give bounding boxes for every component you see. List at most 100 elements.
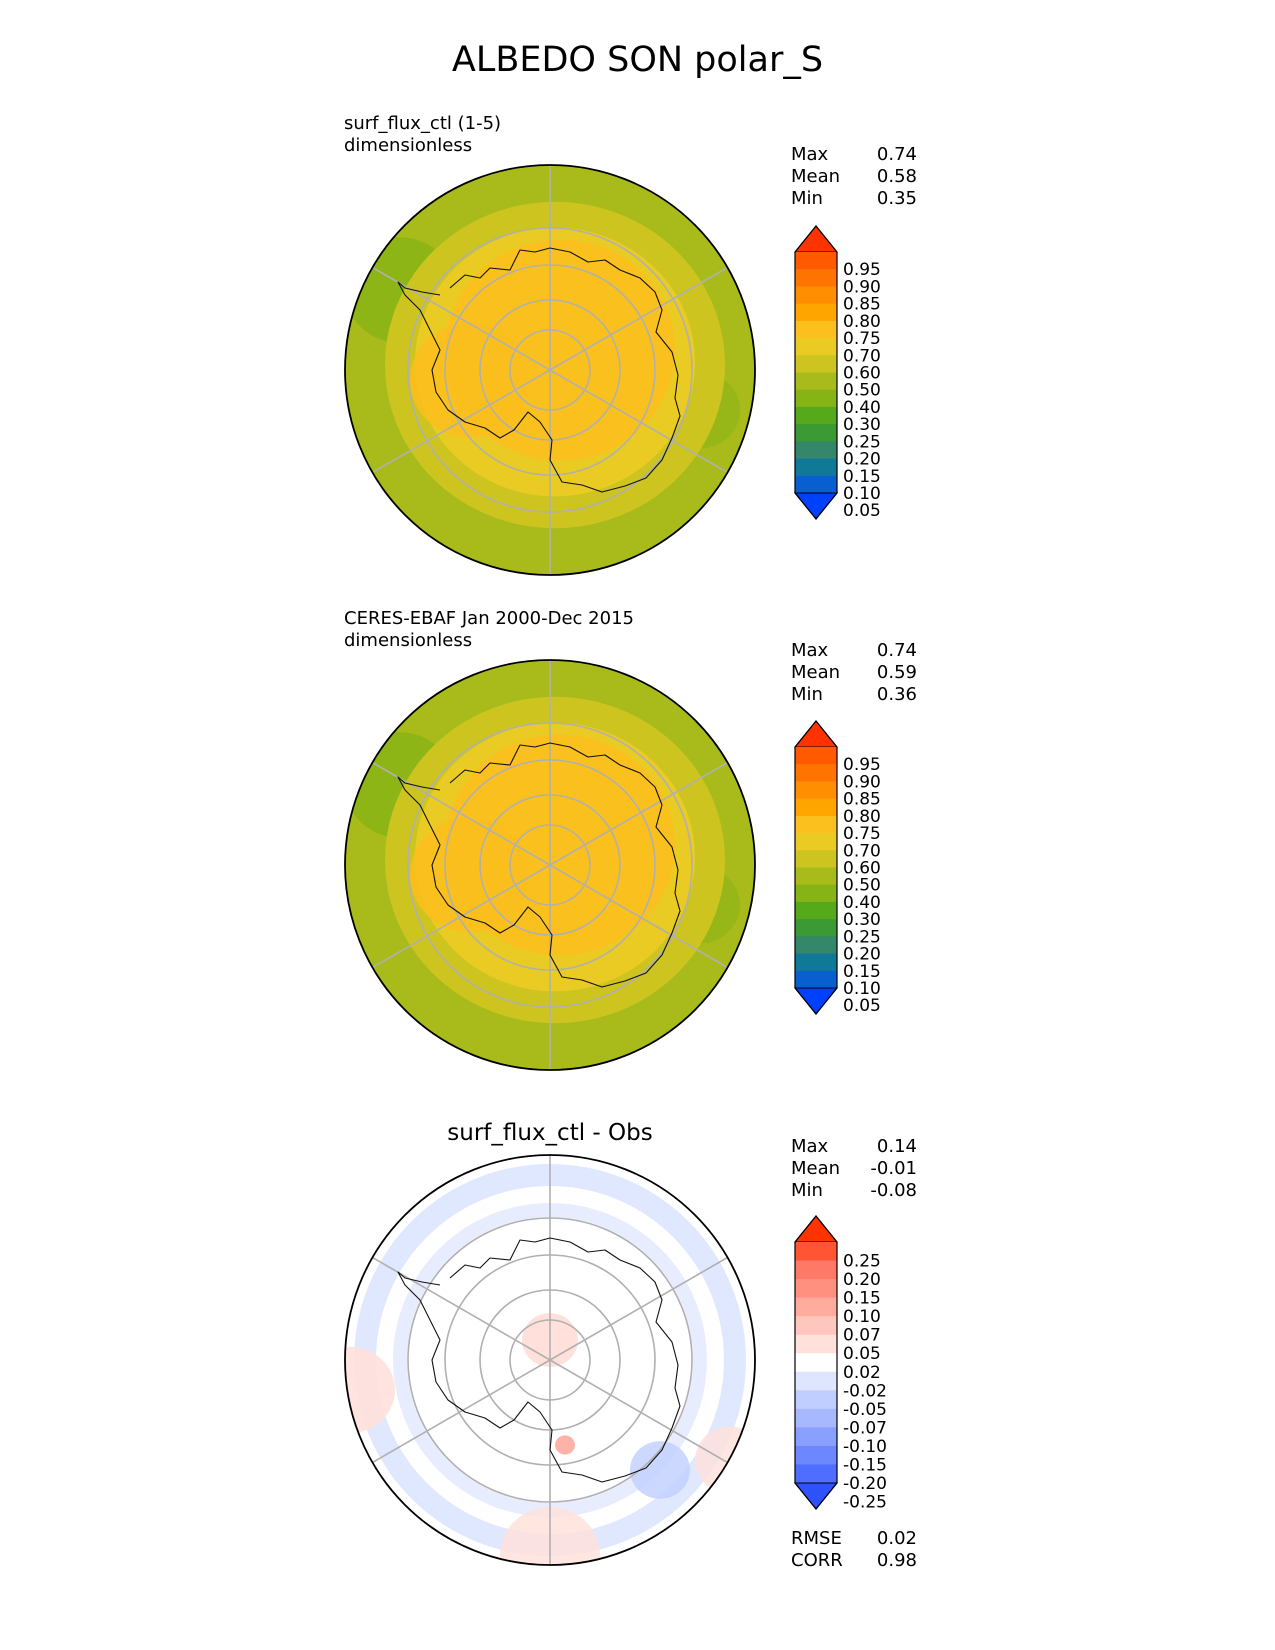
panel2-meridian [372,761,551,866]
panel2-stat-mean-row: Mean 0.59 [791,662,917,684]
panel2-colorbar-segment [795,970,837,989]
panel3-stat-value: -0.08 [870,1180,917,1201]
panel1-colorbar-segment [795,269,837,287]
panel2-stat-value: 0.74 [876,640,917,661]
panel1-colorbar-segment [795,475,837,494]
panel3-meridian [372,1359,551,1464]
panel3-negative-patch [630,1441,690,1499]
panel2-colorbar-tick-label: 0.15 [843,962,881,982]
panel2-colorbar-tick-label: 0.05 [843,996,881,1016]
panel3-colorbar-tick-label: 0.15 [843,1289,881,1309]
panel1-stat-value: 0.74 [876,144,917,165]
panel3-colorbar-segment [795,1464,837,1484]
panel3-stat-min-row: Min -0.08 [791,1180,917,1202]
panel1-colorbar-tick-label: 0.70 [843,346,881,366]
panel1-stat-label: Max [791,144,829,165]
panel2-meridian [549,864,728,969]
panel2-colorbar-tick-label: 0.50 [843,876,881,896]
panel2-meridian [549,761,728,866]
panel3-extra-stats: RMSE 0.02 CORR 0.98 [791,1528,917,1572]
panel1-stat-value: 0.35 [876,188,917,209]
panel1-colorbar-tick-label: 0.20 [843,450,881,470]
panel2-colorbar-outline [794,720,838,1015]
panel1-polar-map [344,164,756,576]
panel2-stat-max-row: Max 0.74 [791,640,917,662]
panel3-colorbar-tick-label: -0.25 [843,1493,887,1513]
panel2-colorbar-tick-label: 0.60 [843,859,881,879]
panel3-colorbar-segment [795,1242,837,1262]
panel3-colorbar-tick-label: 0.20 [843,1270,881,1290]
panel2-stats: Max 0.74 Mean 0.59 Min 0.36 [791,640,917,706]
panel1-colorbar-segment [795,252,837,270]
panel3-colorbar-extend-high [793,1215,839,1243]
panel2-colorbar-tick-label: 0.85 [843,790,881,810]
panel1-colorbar-segment [795,372,837,391]
panel1-stat-value: 0.58 [876,166,917,187]
panel3-extra-stat-label: RMSE [791,1528,842,1549]
panel2-colorbar-tick-label: 0.30 [843,910,881,930]
panel3-stat-value: 0.14 [876,1136,917,1157]
panel2-colorbar-tick-label: 0.40 [843,893,881,913]
panel3-map-border [344,1154,756,1566]
panel2-colorbar-segment [795,833,837,851]
panel3-colorbar-segment [795,1408,837,1428]
panel3-colorbar-tick-label: -0.02 [843,1381,887,1401]
panel3-stat-value: -0.01 [870,1158,917,1179]
panel3-colorbar-tick-label: 0.05 [843,1344,881,1364]
panel1-colorbar-segment [795,389,837,408]
panel2-colorbar-segment [795,953,837,972]
panel1-title: surf_flux_ctl (1-5) [344,113,502,134]
panel3-colorbar-segment [795,1334,837,1354]
panel3-colorbar-segment [795,1316,837,1336]
panel3-colorbar-tick-label: -0.10 [843,1437,887,1457]
panel3-positive-patch [345,1346,395,1434]
panel2-colorbar-tick-label: 0.95 [843,755,881,775]
panel3-meridian [372,1256,551,1361]
panel3-polar-map [344,1154,756,1566]
panel3-title: surf_flux_ctl - Obs [447,1120,653,1146]
panel3-extra-stat-value: 0.98 [876,1550,917,1571]
panel3-stat-label: Max [791,1136,829,1157]
panel1-meridian [372,369,551,474]
panel3-extra-stat-rmse-row: RMSE 0.02 [791,1528,917,1550]
panel2-colorbar-segment [795,867,837,886]
panel3-colorbar-tick-label: -0.20 [843,1474,887,1494]
panel1-map-border [344,164,756,576]
panel2-colorbar-segment [795,884,837,903]
panel1-coastline [397,247,681,493]
panel1-colorbar-tick-label: 0.95 [843,260,881,280]
panel1-colorbar-outline [794,225,838,520]
panel2-colorbar-tick-label: 0.75 [843,824,881,844]
panel1-stats: Max 0.74 Mean 0.58 Min 0.35 [791,144,917,210]
panel1-meridian [372,266,551,371]
panel1-stat-label: Mean [791,166,841,187]
panel3-extra-stat-label: CORR [791,1550,843,1571]
panel3-colorbar-outline [794,1215,838,1510]
panel1-stat-max-row: Max 0.74 [791,144,917,166]
panel1-colorbar-segment [795,303,837,322]
panel2-stat-min-row: Min 0.36 [791,684,917,706]
panel3-colorbar-segment [795,1353,837,1373]
panel1-stat-min-row: Min 0.35 [791,188,917,210]
panel2-colorbar-segment [795,919,837,937]
panel1-colorbar-segment [795,424,837,442]
panel1-colorbar-tick-label: 0.30 [843,415,881,435]
panel2-colorbar-extend-high [793,720,839,748]
panel2-colorbar-segment [795,901,837,920]
panel3-colorbar-tick-label: -0.07 [843,1418,887,1438]
panel2-colorbar-tick-label: 0.80 [843,807,881,827]
panel1-colorbar-tick-label: 0.75 [843,329,881,349]
panel2-colorbar-segment [795,747,837,765]
panel3-stat-label: Mean [791,1158,841,1179]
panel2-colorbar-segment [795,798,837,817]
panel3-colorbar-tick-label: 0.25 [843,1252,881,1272]
panel1-meridian [549,369,728,474]
panel2-stat-label: Max [791,640,829,661]
panel1-stat-mean-row: Mean 0.58 [791,166,917,188]
panel3-extra-stat-corr-row: CORR 0.98 [791,1550,917,1572]
panel1-units: dimensionless [344,135,473,156]
panel3-colorbar-tick-label: 0.07 [843,1326,881,1346]
panel3-colorbar-segment [795,1297,837,1317]
panel1-colorbar-tick-label: 0.60 [843,364,881,384]
panel2-polar-map [344,659,756,1071]
